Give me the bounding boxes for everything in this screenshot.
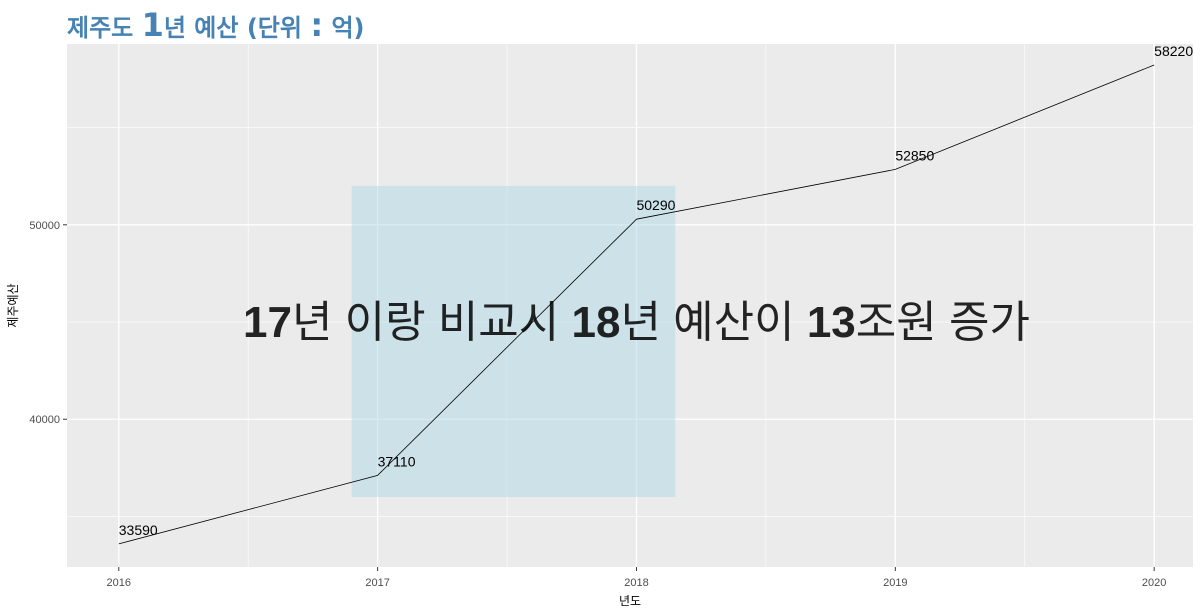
x-tick-label: 2017	[365, 577, 389, 589]
chart-title-part: :	[310, 6, 323, 44]
chart-title-part: 년 예산 (단위	[164, 14, 310, 42]
x-tick-label: 2020	[1142, 577, 1166, 589]
y-axis-title: 제주예산	[6, 283, 20, 327]
annotation-part: 조원 증가	[856, 298, 1030, 347]
data-label: 33590	[119, 522, 158, 538]
data-label: 37110	[378, 453, 416, 469]
data-label: 50290	[636, 197, 675, 213]
chart-title-part: 억)	[323, 14, 364, 42]
data-label: 52850	[895, 147, 934, 163]
chart-title-part: 제주도	[67, 14, 142, 42]
x-tick-label: 2016	[107, 577, 131, 589]
annotation-part: 년 예산이	[620, 298, 806, 347]
chart-title-part: 1	[142, 6, 164, 44]
data-line-series	[118, 64, 1155, 545]
annotation-part: 년 이랑 비교시	[292, 298, 572, 347]
y-tick-label: 50000	[29, 220, 60, 232]
data-label: 58220	[1154, 43, 1193, 59]
x-tick-label: 2019	[883, 577, 907, 589]
x-axis-title: 년도	[619, 594, 641, 608]
highlight-region	[351, 185, 676, 498]
y-tick-label: 40000	[29, 414, 60, 426]
chart-title: 제주도 1년 예산 (단위 : 억)	[67, 6, 365, 44]
annotation-part: 18	[572, 298, 621, 347]
annotation-part: 17	[243, 298, 292, 347]
x-tick-label: 2018	[624, 577, 648, 589]
annotation-part: 13	[807, 298, 856, 347]
annotation-text: 17년 이랑 비교시 18년 예산이 13조원 증가	[243, 298, 1030, 347]
